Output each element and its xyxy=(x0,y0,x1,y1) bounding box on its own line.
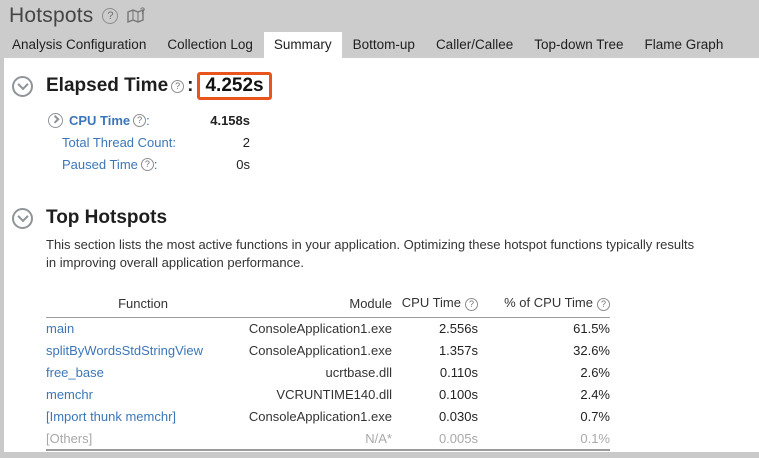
elapsed-time-value-highlight: 4.252s xyxy=(197,72,272,100)
module-cell: ConsoleApplication1.exe xyxy=(248,321,392,337)
percent-cell: 32.6% xyxy=(573,343,610,358)
paused-time-link[interactable]: Paused Time xyxy=(62,156,138,172)
paused-time-value: 0s xyxy=(236,156,250,172)
cpu-time-value: 4.158s xyxy=(210,112,250,128)
module-cell: N/A* xyxy=(240,427,392,451)
column-header-module: Module xyxy=(240,295,392,318)
function-link[interactable]: splitByWordsStdStringView xyxy=(46,343,204,358)
module-cell: ConsoleApplication1.exe xyxy=(248,409,392,424)
column-header-cpu-time: CPU Time? xyxy=(392,295,478,318)
metric-row-paused-time: Paused Time ? : 0s xyxy=(62,153,250,175)
cpu-time-cell: 0.100s xyxy=(438,387,478,402)
help-icon[interactable]: ? xyxy=(171,79,185,93)
module-cell: ucrtbase.dll xyxy=(325,365,392,380)
metric-colon: : xyxy=(146,112,150,128)
help-icon[interactable]: ? xyxy=(465,298,478,311)
tab-top-down-tree[interactable]: Top-down Tree xyxy=(534,37,624,52)
cpu-time-cell: 2.556s xyxy=(438,321,478,337)
table-row: [Import thunk memchr] ConsoleApplication… xyxy=(46,406,610,428)
percent-cell: 2.4% xyxy=(580,387,610,402)
tab-analysis-configuration[interactable]: Analysis Configuration xyxy=(12,37,147,52)
collapse-section-icon[interactable] xyxy=(12,75,33,97)
total-thread-count-value: 2 xyxy=(242,134,250,150)
collapse-section-icon[interactable] xyxy=(12,207,33,229)
percent-cell: 2.6% xyxy=(580,365,610,380)
column-header-function: Function xyxy=(46,295,240,318)
module-cell: ConsoleApplication1.exe xyxy=(248,343,392,358)
percent-cell: 0.1% xyxy=(478,427,610,451)
function-link[interactable]: free_base xyxy=(46,365,104,380)
metric-colon: : xyxy=(153,156,158,172)
table-row: memchr VCRUNTIME140.dll 0.100s 2.4% xyxy=(46,384,610,406)
top-hotspots-table: Function Module CPU Time? % of CPU Time?… xyxy=(46,295,610,451)
svg-text:?: ? xyxy=(140,7,145,16)
percent-cell: 0.7% xyxy=(580,409,610,424)
function-link[interactable]: [Import thunk memchr] xyxy=(46,409,177,424)
summary-panel: Elapsed Time ? : 4.252s CPU Time ? : 4.1… xyxy=(4,58,759,452)
page-title: Hotspots xyxy=(9,4,94,27)
top-hotspots-description: This section lists the most active funct… xyxy=(46,237,695,270)
cpu-time-link[interactable]: CPU Time xyxy=(69,112,131,128)
top-hotspots-section-header: Top Hotspots xyxy=(12,207,759,229)
tab-summary[interactable]: Summary xyxy=(263,32,342,58)
table-row-others: [Others] N/A* 0.005s 0.1% xyxy=(46,427,610,451)
cpu-time-cell: 1.357s xyxy=(438,343,478,358)
metric-row-cpu-time: CPU Time ? : 4.158s xyxy=(48,109,250,131)
metric-row-thread-count: Total Thread Count : 2 xyxy=(62,131,250,153)
help-icon[interactable]: ? xyxy=(133,113,147,127)
help-icon[interactable]: ? xyxy=(102,8,119,24)
tab-collection-log[interactable]: Collection Log xyxy=(167,37,253,52)
module-cell: VCRUNTIME140.dll xyxy=(276,387,392,402)
cpu-time-cell: 0.030s xyxy=(438,409,478,424)
help-icon[interactable]: ? xyxy=(140,157,154,171)
function-others-label: [Others] xyxy=(46,427,240,451)
top-hotspots-heading: Top Hotspots xyxy=(46,207,168,228)
elapsed-metrics: CPU Time ? : 4.158s Total Thread Count :… xyxy=(4,109,759,175)
cpu-time-cell: 0.110s xyxy=(439,365,478,380)
help-icon[interactable]: ? xyxy=(597,298,610,311)
tab-flame-graph[interactable]: Flame Graph xyxy=(644,37,724,52)
total-thread-count-link[interactable]: Total Thread Count xyxy=(62,134,173,150)
function-link[interactable]: memchr xyxy=(46,387,93,402)
column-header-percent-cpu-time: % of CPU Time? xyxy=(478,295,610,318)
elapsed-time-heading: Elapsed Time xyxy=(46,75,169,96)
table-row: splitByWordsStdStringView ConsoleApplica… xyxy=(46,340,610,362)
elapsed-time-section-header: Elapsed Time ? : 4.252s xyxy=(12,72,759,100)
percent-cell: 61.5% xyxy=(573,321,610,337)
tab-bar: Analysis Configuration Collection Log Su… xyxy=(0,32,759,58)
tab-bottom-up[interactable]: Bottom-up xyxy=(352,37,415,52)
metric-colon: : xyxy=(172,134,176,150)
expand-row-icon[interactable] xyxy=(48,112,63,128)
cpu-time-cell: 0.005s xyxy=(392,427,478,451)
title-bar: Hotspots ? ? xyxy=(0,0,759,32)
table-header-row: Function Module CPU Time? % of CPU Time? xyxy=(46,295,610,318)
tab-caller-callee[interactable]: Caller/Callee xyxy=(435,37,514,52)
guided-tour-map-icon[interactable]: ? xyxy=(126,7,146,25)
elapsed-time-colon: : xyxy=(187,75,194,96)
table-row: free_base ucrtbase.dll 0.110s 2.6% xyxy=(46,362,610,384)
table-row: main ConsoleApplication1.exe 2.556s 61.5… xyxy=(46,318,610,340)
function-link[interactable]: main xyxy=(46,321,75,337)
